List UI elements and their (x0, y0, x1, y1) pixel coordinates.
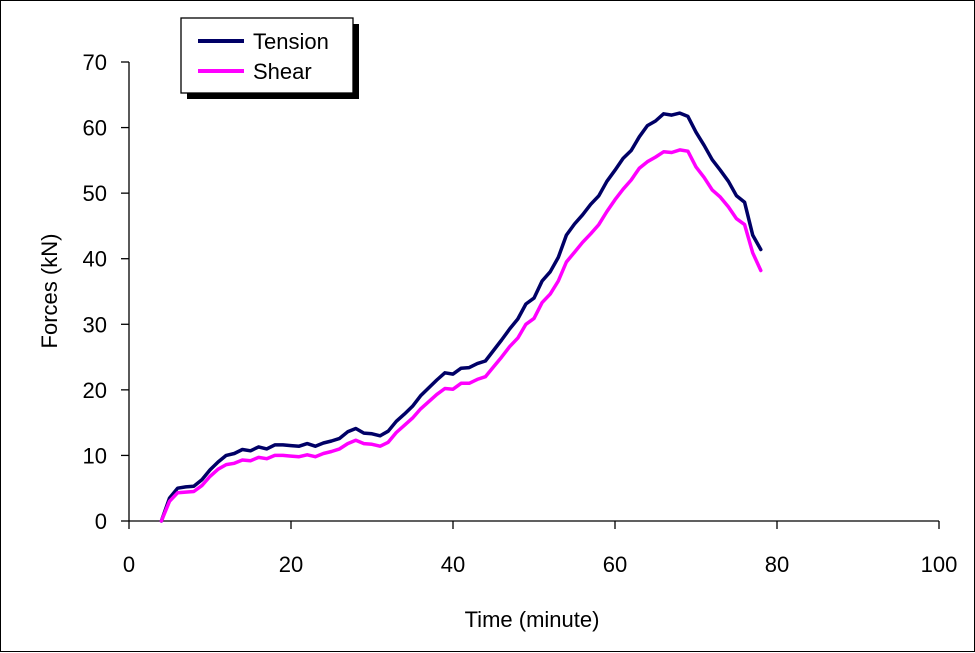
y-tick-label: 20 (83, 378, 107, 403)
series-line-tension (159, 111, 763, 523)
y-tick-label: 50 (83, 181, 107, 206)
legend-label-shear: Shear (253, 59, 312, 84)
x-tick-label: 40 (441, 552, 465, 577)
x-tick-label: 100 (921, 552, 958, 577)
x-tick-label: 80 (765, 552, 789, 577)
y-tick-label: 70 (83, 50, 107, 75)
series-line-shear (159, 148, 763, 523)
y-tick-label: 60 (83, 116, 107, 141)
legend-box (180, 17, 354, 94)
series-layer (159, 111, 763, 523)
axes (128, 62, 939, 522)
y-tick-label: 10 (83, 443, 107, 468)
y-tick-label: 30 (83, 312, 107, 337)
legend-label-tension: Tension (253, 29, 329, 54)
y-tick-label: 0 (95, 509, 107, 534)
x-axis-title: Time (minute) (465, 607, 600, 632)
y-ticks: 0 10 20 30 40 50 60 70 (83, 50, 129, 534)
x-tick-label: 0 (123, 552, 135, 577)
y-tick-label: 40 (83, 247, 107, 272)
y-axis-title: Forces (kN) (37, 234, 62, 349)
x-tick-label: 20 (279, 552, 303, 577)
legend: Tension Shear (180, 17, 359, 99)
x-tick-label: 60 (603, 552, 627, 577)
x-ticks: 0 20 40 60 80 100 (123, 521, 957, 577)
